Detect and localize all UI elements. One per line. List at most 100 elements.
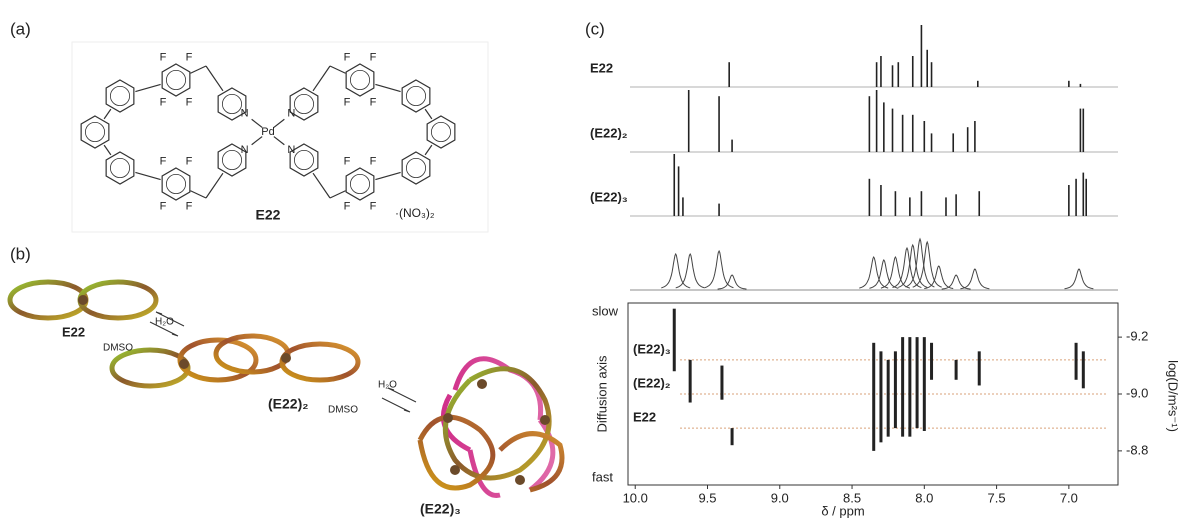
sum-peak — [675, 252, 705, 289]
atom-label: Pd — [261, 126, 274, 138]
ring-aromatic — [349, 70, 370, 91]
structure-frame — [71, 41, 489, 233]
nmr-panel: E22 (E22)₂ (E22)₃ 10.0 9.5 9.0 8.5 8.0 7.5 7.0 -9.… — [590, 25, 1181, 518]
sum-peak — [960, 268, 990, 290]
ring-aromatic — [293, 94, 314, 115]
dosy-streak — [872, 342, 876, 451]
dosy-streak — [922, 337, 926, 431]
bond — [273, 118, 285, 128]
chemical-structure: N F F F F N F F F F N F F F F N F F F F Pd E22 ·(NO₃)₂ — [80, 51, 456, 223]
panel-label: (c) — [585, 19, 605, 38]
sum-peak — [704, 249, 734, 289]
y-tick-label: -9.0 — [1126, 385, 1148, 400]
ring-aromatic — [221, 149, 242, 170]
bond — [251, 136, 263, 146]
sum-peak — [941, 274, 971, 290]
dosy-streak — [977, 351, 981, 386]
sum-peak — [661, 252, 691, 289]
sum-peak — [898, 243, 928, 288]
ring — [7, 279, 89, 321]
ring — [105, 151, 135, 185]
dosy-streak — [730, 428, 734, 446]
ring — [109, 347, 191, 389]
equilibrium-arrow — [381, 387, 417, 413]
counterion-label: ·(NO₃)₂ — [395, 206, 435, 220]
bond — [329, 190, 346, 199]
atom-label: F — [186, 51, 193, 63]
ring-aromatic — [165, 70, 186, 91]
bond — [190, 65, 207, 74]
x-tick-label: 9.5 — [698, 490, 716, 505]
dosy-streak — [915, 337, 919, 429]
bond — [135, 171, 161, 181]
bottom-label: fast — [592, 469, 613, 484]
dosy-streak — [930, 342, 934, 380]
ring-aromatic — [293, 149, 314, 170]
axis-label: Diffusion axis — [594, 355, 609, 433]
ring — [401, 79, 431, 113]
spectrum-label: E22 — [590, 60, 613, 75]
solvent-label: H₂O — [378, 380, 397, 391]
ring — [217, 87, 247, 121]
atom-label: F — [370, 96, 377, 108]
ring — [80, 115, 110, 149]
knot-illustration — [7, 279, 565, 498]
sum-peak — [905, 237, 935, 288]
ring — [289, 87, 319, 121]
atom-label: N — [241, 144, 249, 156]
sum-peak — [912, 240, 942, 288]
ring — [345, 63, 375, 97]
ring — [345, 167, 375, 201]
ring-aromatic — [405, 86, 426, 107]
bond — [312, 172, 331, 199]
sum-peak — [859, 255, 889, 289]
bond — [205, 65, 224, 92]
atom-label: F — [344, 96, 351, 108]
knot-strand — [442, 366, 552, 481]
bond — [375, 83, 401, 93]
y-tick-label: -8.8 — [1126, 442, 1148, 457]
atom-label: N — [241, 108, 249, 120]
sum-peak — [880, 255, 911, 289]
bond — [103, 144, 112, 156]
ring-aromatic — [405, 157, 426, 178]
bond — [205, 172, 224, 199]
level-label: (E22)₂ — [633, 375, 671, 390]
solvent-label: H₂O — [155, 317, 174, 328]
bond — [190, 190, 207, 199]
bond — [375, 171, 401, 181]
ring — [279, 341, 361, 383]
dosy-streak — [954, 359, 958, 380]
sum-peak — [892, 246, 922, 288]
level-label: E22 — [633, 410, 656, 425]
atom-label: F — [344, 51, 351, 63]
ring — [105, 79, 135, 113]
dosy-streak — [908, 337, 912, 437]
atom-label: F — [344, 155, 351, 167]
bond — [135, 83, 161, 93]
species-label: E22 — [62, 324, 85, 339]
dosy-streak — [893, 351, 897, 429]
dosy-streak — [901, 337, 905, 437]
dosy-streak — [672, 308, 676, 372]
solvent-label: DMSO — [328, 405, 358, 416]
x-tick-label: 10.0 — [623, 490, 648, 505]
bond — [273, 136, 285, 146]
ring — [177, 337, 259, 383]
solvent-label: DMSO — [103, 343, 133, 354]
ring — [217, 143, 247, 177]
bond — [424, 144, 433, 156]
metal-node — [78, 295, 88, 305]
ring-aromatic — [165, 173, 186, 194]
y-tick-label: -9.2 — [1126, 329, 1148, 344]
ring — [401, 151, 431, 185]
dosy-streak — [1074, 342, 1078, 380]
bond — [251, 118, 263, 128]
compound-label: E22 — [256, 207, 281, 223]
ring-aromatic — [85, 122, 106, 143]
atom-label: F — [370, 200, 377, 212]
ring-aromatic — [430, 122, 451, 143]
dosy-streak — [1081, 351, 1085, 389]
x-tick-label: 7.0 — [1060, 490, 1078, 505]
bond — [329, 65, 346, 74]
